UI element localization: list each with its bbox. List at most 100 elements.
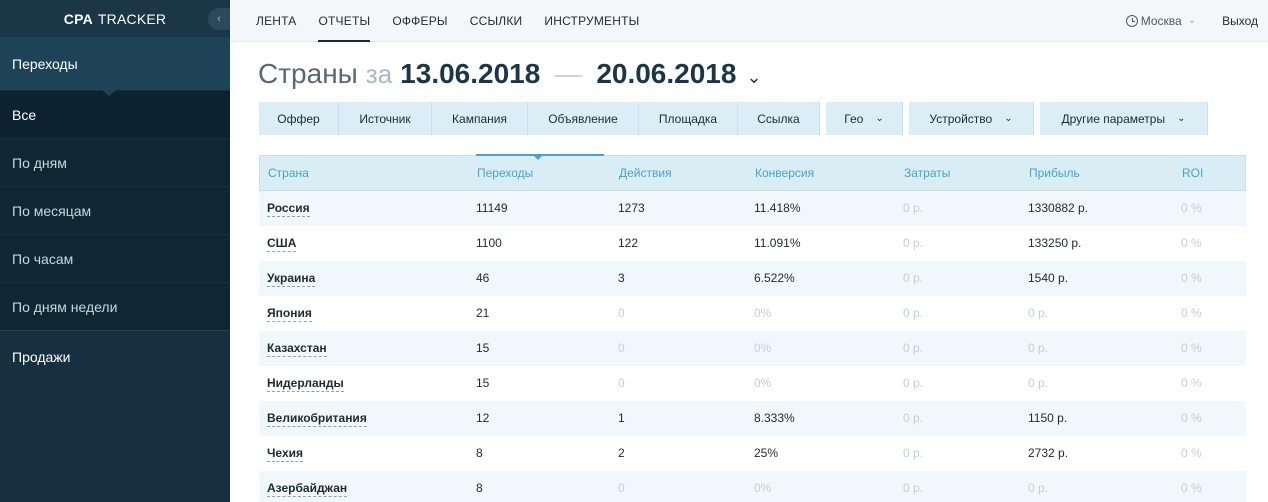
brand-bold: CPA xyxy=(63,10,93,27)
tab-label: Устройство xyxy=(929,111,993,126)
table-body: Россия 11149 1273 11.418% 0 р. 1330882 р. 0 % С… xyxy=(259,191,1246,502)
table-cell: 0 р. xyxy=(1028,341,1049,355)
table-cell: 133250 р. xyxy=(1028,236,1082,250)
table-cell: 8 xyxy=(476,446,483,460)
table-cell: 0 xyxy=(618,481,625,495)
table-cell: 12 xyxy=(476,411,490,425)
tab-site[interactable]: Площадка xyxy=(639,102,738,135)
table-cell: 0 xyxy=(618,376,625,390)
table-cell: 15 xyxy=(476,341,490,355)
collapse-sidebar-icon[interactable]: ‹ xyxy=(208,8,230,30)
tab-label: Другие параметры xyxy=(1061,111,1166,126)
table-cell: 0 xyxy=(618,341,625,355)
sidebar-item-label: По дням недели xyxy=(12,298,118,315)
table-cell: 11.418% xyxy=(754,201,801,215)
table-cell: 1 xyxy=(618,411,625,425)
country-link[interactable]: Чехия xyxy=(267,446,303,462)
column-header-costs[interactable]: Затраты xyxy=(904,166,951,180)
nav-links[interactable]: ССЫЛКИ xyxy=(469,13,523,28)
table-cell: 1330882 р. xyxy=(1028,201,1089,215)
nav-tools[interactable]: ИНСТРУМЕНТЫ xyxy=(544,13,640,28)
tab-ad[interactable]: Объявление xyxy=(528,102,639,135)
sidebar-section-label: Переходы xyxy=(12,55,78,72)
tab-label: Площадка xyxy=(658,111,718,126)
report-title: Страны xyxy=(258,58,358,89)
tab-offer[interactable]: Оффер xyxy=(259,102,339,135)
sidebar-item-by-months[interactable]: По месяцам xyxy=(0,186,230,234)
dropdown-geo[interactable]: Гео ⌄ xyxy=(826,102,903,135)
chevron-down-icon: ⌄ xyxy=(1187,15,1197,26)
country-link[interactable]: Россия xyxy=(267,201,310,217)
grouping-tabs: Оффер Источник Кампания Объявление Площа… xyxy=(259,102,1208,135)
app-logo[interactable]: CPA TRACKER ‹ xyxy=(0,0,230,37)
table-cell: 2732 р. xyxy=(1028,446,1069,460)
dropdown-device[interactable]: Устройство ⌄ xyxy=(909,102,1034,135)
tab-campaign[interactable]: Кампания xyxy=(432,102,528,135)
table-row: Япония 21 0 0% 0 р. 0 р. 0 % xyxy=(259,296,1246,331)
column-header-country[interactable]: Страна xyxy=(268,166,309,180)
table-cell: 0 р. xyxy=(903,201,924,215)
country-link[interactable]: Великобритания xyxy=(267,411,367,427)
report-table: Страна Переходы Действия Конверсия Затра… xyxy=(259,154,1246,502)
column-header-roi[interactable]: ROI xyxy=(1182,166,1204,180)
country-link[interactable]: Япония xyxy=(267,306,312,322)
country-link[interactable]: Нидерланды xyxy=(267,376,344,392)
logout-link[interactable]: Выход xyxy=(1222,13,1258,28)
nav-reports[interactable]: ОТЧЕТЫ xyxy=(318,0,371,42)
sort-indicator xyxy=(476,154,604,160)
chevron-down-icon: ⌄ xyxy=(1177,113,1186,124)
nav-right: Москва ⌄ Выход xyxy=(1125,13,1268,28)
table-cell: 0 % xyxy=(1181,201,1202,215)
table-cell: 1273 xyxy=(618,201,645,215)
dropdown-other-params[interactable]: Другие параметры ⌄ xyxy=(1040,102,1208,135)
country-link[interactable]: Азербайджан xyxy=(267,481,348,497)
country-link[interactable]: Украина xyxy=(267,271,316,287)
table-cell: 0 р. xyxy=(1028,306,1049,320)
table-cell: 25% xyxy=(754,446,779,460)
table-cell: 0 % xyxy=(1181,306,1202,320)
sidebar-item-by-weekdays[interactable]: По дням недели xyxy=(0,282,230,330)
tab-label: Гео xyxy=(844,111,864,126)
tab-link[interactable]: Ссылка xyxy=(738,102,820,135)
date-to[interactable]: 20.06.2018 xyxy=(596,58,737,89)
tab-source[interactable]: Источник xyxy=(339,102,432,135)
sidebar: CPA TRACKER ‹ Переходы Все По дням По ме… xyxy=(0,0,230,502)
country-link[interactable]: Казахстан xyxy=(267,341,327,357)
tab-label: Ссылка xyxy=(757,111,800,126)
tab-label: Оффер xyxy=(277,111,320,126)
table-cell: 0 % xyxy=(1181,446,1202,460)
table-cell: 0 % xyxy=(1181,481,1202,495)
table-cell: 0 % xyxy=(1181,236,1202,250)
sidebar-item-label: Все xyxy=(12,106,37,123)
table-cell: 2 xyxy=(618,446,625,460)
table-cell: 0% xyxy=(754,481,772,495)
chevron-down-icon: ⌄ xyxy=(875,113,884,124)
table-cell: 0 р. xyxy=(903,411,924,425)
table-cell: 0 р. xyxy=(903,481,924,495)
column-header-conversion[interactable]: Конверсия xyxy=(755,166,815,180)
table-cell: 8 xyxy=(476,481,483,495)
sidebar-item-by-days[interactable]: По дням xyxy=(0,138,230,186)
brand-rest: TRACKER xyxy=(97,10,167,27)
column-header-clicks[interactable]: Переходы xyxy=(477,166,534,180)
table-cell: 0 xyxy=(618,306,625,320)
sidebar-section-label: Продажи xyxy=(12,349,71,365)
table-cell: 1100 xyxy=(476,236,502,250)
timezone-select[interactable]: Москва ⌄ xyxy=(1125,14,1197,28)
sidebar-section-transitions[interactable]: Переходы xyxy=(0,37,230,96)
column-header-profit[interactable]: Прибыль xyxy=(1029,166,1080,180)
column-header-actions[interactable]: Действия xyxy=(619,166,672,180)
date-from[interactable]: 13.06.2018 xyxy=(400,58,541,89)
nav-offers[interactable]: ОФФЕРЫ xyxy=(392,13,448,28)
nav-feed[interactable]: ЛЕНТА xyxy=(256,13,297,28)
country-link[interactable]: США xyxy=(267,236,297,252)
table-cell: 1540 р. xyxy=(1028,271,1069,285)
sidebar-item-all[interactable]: Все xyxy=(0,90,230,138)
table-cell: 0 % xyxy=(1181,376,1202,390)
sidebar-item-by-hours[interactable]: По часам xyxy=(0,234,230,282)
sidebar-item-label: По месяцам xyxy=(12,202,92,219)
date-range-chevron-icon[interactable]: ⌄ xyxy=(746,67,762,87)
tab-label: Источник xyxy=(359,111,411,126)
tab-label: Кампания xyxy=(452,111,507,126)
sidebar-section-sales[interactable]: Продажи xyxy=(0,330,230,383)
